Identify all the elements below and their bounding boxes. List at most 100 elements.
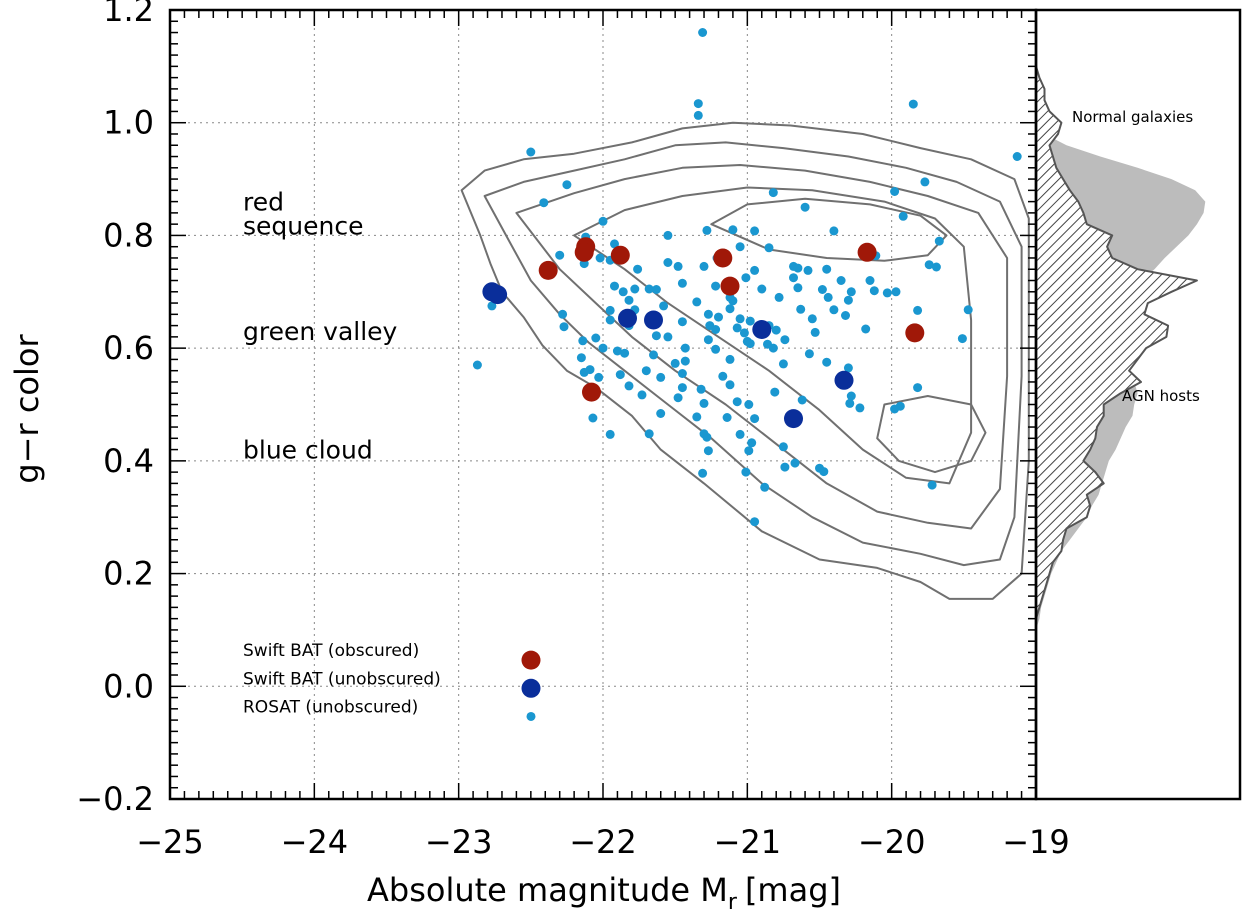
point-rosat: [735, 429, 745, 439]
point-rosat: [747, 438, 757, 448]
legend-marker: [521, 650, 541, 670]
point-rosat: [770, 387, 780, 397]
point-rosat: [673, 261, 683, 271]
point-rosat: [750, 414, 760, 424]
point-rosat: [673, 393, 683, 403]
point-swift-obscured: [905, 323, 925, 343]
point-rosat: [612, 346, 622, 356]
point-rosat: [722, 413, 732, 422]
point-rosat: [913, 305, 923, 315]
y-tick-label: 0.0: [103, 667, 154, 705]
contour-line: [460, 121, 1030, 600]
point-rosat: [735, 314, 745, 324]
point-rosat: [718, 371, 728, 381]
point-rosat: [702, 432, 712, 442]
point-rosat: [841, 311, 850, 320]
region-label: blue cloud: [243, 436, 373, 465]
point-rosat: [1012, 152, 1022, 161]
x-tick-label: −22: [569, 823, 637, 861]
point-rosat: [843, 363, 853, 373]
y-tick-label: 0.4: [103, 442, 154, 480]
contour-line: [710, 197, 948, 262]
point-rosat: [659, 301, 669, 311]
point-rosat: [680, 356, 690, 366]
point-rosat: [711, 344, 721, 354]
tick-labels: −25 −24 −23 −22 −21 −20 −19 −0.2 0.0 0.2 0.4 0.6 0.8…: [76, 0, 1069, 861]
point-rosat: [796, 304, 806, 314]
point-swift-obscured: [857, 242, 877, 262]
point-rosat: [891, 287, 901, 297]
point-swift-unobscured: [834, 370, 854, 390]
point-rosat: [663, 332, 673, 342]
point-rosat: [836, 276, 846, 285]
y-tick-label: −0.2: [76, 780, 154, 818]
x-tick-label: −21: [714, 823, 782, 861]
point-rosat: [624, 381, 634, 391]
point-rosat: [963, 305, 973, 315]
point-rosat: [890, 187, 900, 196]
point-rosat: [780, 335, 790, 345]
point-rosat: [822, 357, 832, 367]
point-rosat: [663, 258, 673, 267]
point-swift-unobscured: [488, 285, 508, 305]
point-rosat: [594, 372, 604, 382]
y-tick-label: 1.2: [103, 0, 154, 29]
x-axis-title-unit: [mag]: [745, 871, 841, 909]
point-rosat: [605, 315, 615, 325]
point-rosat: [931, 262, 941, 272]
point-rosat: [768, 343, 778, 353]
point-rosat: [924, 260, 934, 270]
point-rosat: [789, 273, 798, 283]
point-rosat: [822, 264, 832, 274]
point-rosat: [741, 273, 751, 283]
point-rosat: [846, 391, 856, 401]
point-rosat: [764, 243, 774, 253]
point-rosat: [845, 398, 855, 408]
point-swift-unobscured: [644, 310, 663, 330]
point-rosat: [898, 211, 908, 221]
normal-galaxies-contours: [460, 121, 1030, 600]
point-rosat: [649, 350, 658, 360]
legend-marker: [526, 711, 536, 721]
point-rosat: [714, 312, 723, 322]
point-rosat: [882, 288, 892, 298]
contour-line: [483, 141, 1023, 567]
point-rosat: [696, 384, 706, 394]
contour-line: [876, 395, 987, 474]
point-rosat: [711, 281, 721, 291]
point-rosat: [702, 225, 712, 235]
point-rosat: [778, 359, 788, 369]
point-rosat: [555, 250, 565, 260]
x-tick-label: −20: [858, 823, 926, 861]
legend-marker: [521, 678, 541, 698]
agn-hosts-label: AGN hosts: [1122, 387, 1200, 405]
point-rosat: [598, 343, 608, 353]
point-swift-obscured: [574, 242, 594, 262]
point-rosat: [745, 316, 755, 326]
contour-line: [573, 186, 973, 485]
x-tick-label: −19: [1002, 823, 1070, 861]
point-rosat: [670, 358, 680, 368]
region-label: sequence: [243, 212, 363, 241]
y-tick-label: 1.0: [103, 104, 154, 142]
point-rosat: [869, 286, 879, 296]
point-rosat: [693, 99, 703, 109]
point-rosat: [728, 296, 738, 306]
point-rosat: [677, 278, 687, 288]
legend: Swift BAT (obscured) Swift BAT (unobscure…: [243, 641, 541, 721]
point-swift-unobscured: [618, 308, 637, 328]
point-rosat: [790, 458, 800, 468]
point-rosat: [680, 343, 690, 353]
point-rosat: [890, 404, 900, 414]
point-rosat: [579, 367, 589, 377]
x-tick-label: −24: [281, 823, 349, 861]
point-rosat: [771, 325, 781, 335]
x-axis-title: Absolute magnitude Mr [mag]: [367, 871, 841, 909]
point-swift-unobscured: [784, 409, 803, 429]
point-rosat: [651, 331, 661, 341]
point-swift-obscured: [720, 276, 740, 296]
region-label: green valley: [243, 317, 398, 346]
point-rosat: [780, 462, 790, 472]
point-rosat: [576, 353, 586, 363]
